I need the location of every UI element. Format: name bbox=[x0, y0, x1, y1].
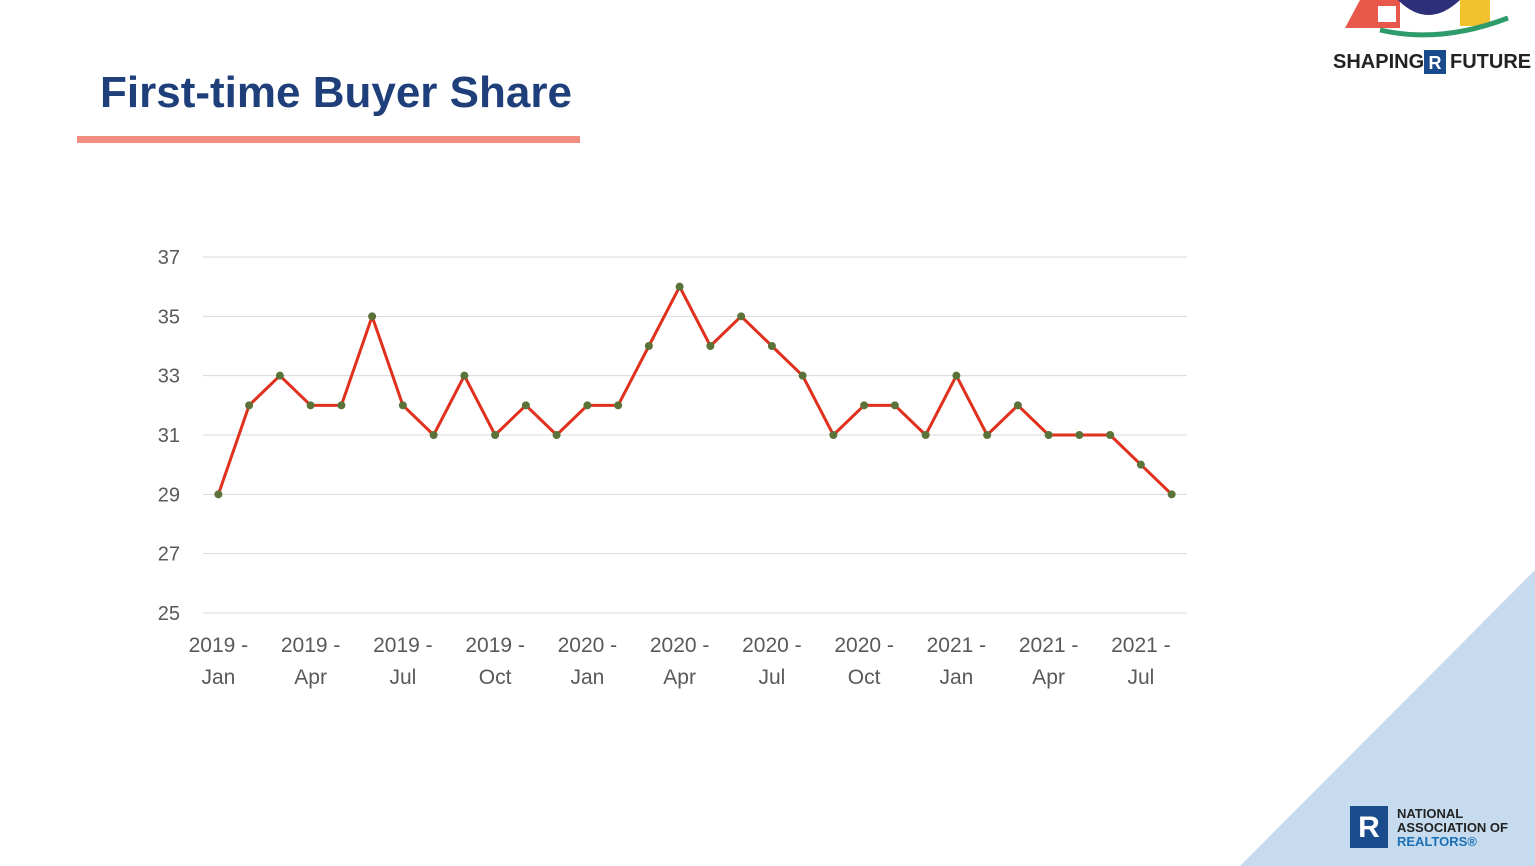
data-line bbox=[216, 285, 1173, 496]
y-tick-label: 25 bbox=[158, 603, 180, 625]
data-point bbox=[368, 312, 377, 321]
x-tick-label: 2021 - Jul bbox=[1111, 634, 1171, 689]
data-point bbox=[1106, 431, 1115, 439]
title-underline bbox=[77, 136, 580, 143]
x-tick-label: 2020 - Oct bbox=[834, 634, 894, 689]
y-tick-label: 27 bbox=[158, 544, 180, 566]
footer-logo: R NATIONAL ASSOCIATION OF REALTORS® bbox=[1350, 806, 1508, 849]
data-point bbox=[491, 431, 500, 439]
data-point bbox=[337, 401, 346, 410]
data-point bbox=[860, 401, 869, 410]
data-point bbox=[306, 401, 315, 410]
data-point bbox=[552, 431, 561, 439]
data-point bbox=[429, 431, 438, 439]
top-logo: SHAPING R FUTURE bbox=[1333, 0, 1531, 74]
data-point bbox=[1136, 460, 1145, 469]
x-tick-label: 2019 - Apr bbox=[280, 634, 341, 689]
data-point bbox=[275, 371, 284, 380]
data-point bbox=[1013, 401, 1022, 410]
x-tick-label: 2019 - Jul bbox=[373, 634, 433, 689]
y-tick-label: 37 bbox=[158, 247, 180, 269]
corner-decoration bbox=[1240, 570, 1535, 866]
x-tick-label: 2020 - Jan bbox=[557, 634, 618, 689]
y-tick-label: 31 bbox=[158, 425, 180, 447]
data-point bbox=[521, 401, 530, 410]
data-point bbox=[460, 371, 469, 380]
data-point bbox=[952, 371, 961, 380]
footer-text: ASSOCIATION OF bbox=[1397, 820, 1508, 835]
data-point bbox=[737, 312, 746, 321]
footer-text: REALTORS® bbox=[1397, 834, 1477, 849]
x-tick-label: 2020 - Apr bbox=[649, 634, 710, 689]
data-point bbox=[1044, 431, 1053, 439]
data-point bbox=[890, 401, 899, 410]
data-point bbox=[644, 342, 653, 350]
data-point bbox=[214, 490, 223, 499]
svg-text:R: R bbox=[1358, 811, 1380, 844]
x-tick-label: 2020 - Jul bbox=[742, 634, 802, 689]
data-point bbox=[798, 371, 807, 380]
data-point bbox=[1167, 490, 1176, 499]
x-tick-label: 2019 - Oct bbox=[465, 634, 525, 689]
data-point bbox=[583, 401, 592, 410]
y-tick-label: 29 bbox=[158, 484, 180, 506]
x-tick-label: 2021 - Apr bbox=[1018, 634, 1079, 689]
chart-title: First-time Buyer Share bbox=[100, 68, 572, 117]
data-point bbox=[245, 401, 254, 410]
data-point bbox=[614, 401, 623, 410]
data-point bbox=[1075, 431, 1084, 439]
y-tick-label: 33 bbox=[158, 366, 180, 388]
svg-text:R: R bbox=[1429, 53, 1442, 73]
logo-word: SHAPING bbox=[1333, 51, 1424, 73]
data-point bbox=[829, 431, 838, 439]
data-point bbox=[921, 431, 930, 439]
x-tick-label: 2019 - Jan bbox=[188, 634, 249, 689]
y-tick-label: 35 bbox=[158, 306, 180, 328]
data-point bbox=[767, 342, 776, 350]
logo-word: FUTURE bbox=[1450, 51, 1531, 73]
data-point bbox=[983, 431, 992, 439]
x-tick-label: 2021 - Jan bbox=[926, 634, 987, 689]
data-point bbox=[706, 342, 715, 350]
data-point bbox=[398, 401, 407, 410]
footer-text: NATIONAL bbox=[1397, 806, 1463, 821]
data-point bbox=[675, 282, 684, 291]
